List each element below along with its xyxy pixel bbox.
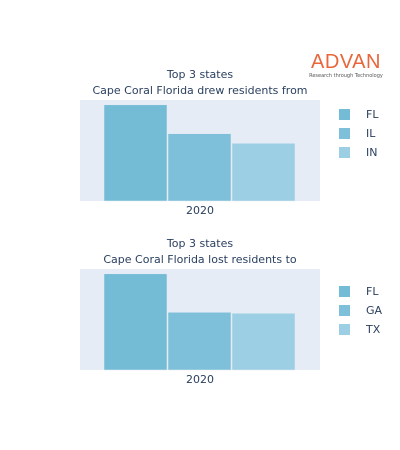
chart-2-legend-swatch-tx[interactable]	[339, 324, 350, 335]
advan-logo: ADVAN Research through Technology	[300, 52, 392, 79]
chart-1-legend-label-il[interactable]: IL	[366, 127, 376, 140]
logo-tagline: Research through Technology	[309, 73, 383, 79]
chart-1-title-line-1: Top 3 states	[166, 68, 233, 81]
chart-2-legend-swatch-fl[interactable]	[339, 286, 350, 297]
chart-2-bar-fl	[103, 273, 168, 371]
chart-1-bar-il	[167, 133, 232, 202]
chart-1-legend-swatch-in[interactable]	[339, 147, 350, 158]
chart-2-legend-label-ga[interactable]: GA	[366, 304, 383, 317]
chart-2-legend-label-tx[interactable]: TX	[365, 323, 381, 336]
chart-1-legend-label-fl[interactable]: FL	[366, 108, 379, 121]
chart-2-title-line-1: Top 3 states	[166, 237, 233, 250]
chart-2-bar-ga	[167, 312, 232, 371]
chart-2-legend-swatch-ga[interactable]	[339, 305, 350, 316]
chart-2-legend: FL GA TX	[339, 285, 383, 336]
chart-1-x-tick-label: 2020	[186, 204, 214, 217]
chart-1-legend: FL IL IN	[339, 108, 379, 159]
chart-2-x-tick-label: 2020	[186, 373, 214, 386]
chart-2-legend-label-fl[interactable]: FL	[366, 285, 379, 298]
chart-1: Top 3 states Cape Coral Florida drew res…	[80, 68, 379, 217]
chart-1-title-line-2: Cape Coral Florida drew residents from	[92, 84, 307, 97]
chart-2-title-line-2: Cape Coral Florida lost residents to	[103, 253, 297, 266]
logo-wordmark: ADVAN	[311, 51, 381, 73]
chart-1-bar-in	[231, 143, 296, 202]
chart-1-legend-swatch-il[interactable]	[339, 128, 350, 139]
chart-1-bar-fl	[103, 104, 168, 202]
chart-2-bar-tx	[231, 312, 296, 371]
chart-1-legend-label-in[interactable]: IN	[366, 146, 377, 159]
chart-1-legend-swatch-fl[interactable]	[339, 109, 350, 120]
chart-2: Top 3 states Cape Coral Florida lost res…	[80, 237, 383, 386]
